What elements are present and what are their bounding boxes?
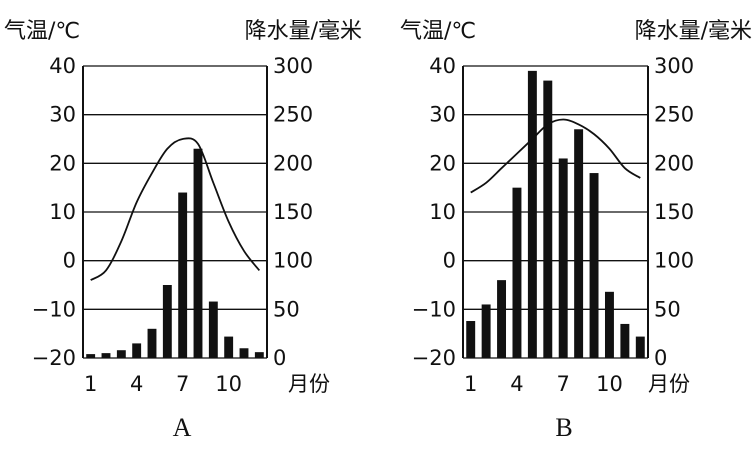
panel-b-precip-tick-label: 250 [654, 103, 694, 127]
panel-a-precip-tick-label: 0 [273, 346, 286, 370]
panel-a-precip-bar [132, 343, 142, 358]
panel-a-temp-tick-label: −10 [32, 297, 76, 321]
panel-a-temp-tick-label: 20 [49, 151, 76, 175]
panel-b-month-tick-label: 7 [557, 372, 570, 396]
panel-b-precip-bar [620, 323, 630, 358]
panel-b: 气温/℃ 降水量/毫米 月份 B 403020100−10−2030025020… [400, 19, 752, 442]
panel-a-precip-bar [224, 336, 234, 358]
panel-a-temp-tick-label: −20 [32, 346, 76, 370]
panel-b-precip-bar [481, 304, 491, 358]
panel-a-precip-bar [162, 285, 172, 358]
panel-b-temperature-line [470, 118, 641, 194]
panel-a-month-tick-label: 1 [84, 372, 97, 396]
panel-a-precip-bar [178, 192, 188, 358]
panel-a-precip-bar [101, 353, 111, 358]
panel-a-month-tick-label: 7 [176, 372, 189, 396]
panel-b-precip-bar [558, 158, 568, 358]
panel-a-temperature-line [90, 137, 261, 281]
panel-b-month-tick-label: 10 [596, 372, 623, 396]
panel-a-temp-tick-label: 10 [49, 200, 76, 224]
panel-b-temp-tick-label: −10 [412, 297, 456, 321]
panel-a-precip-tick-label: 300 [273, 54, 313, 78]
panel-b-left-axis-title: 气温/℃ [400, 19, 476, 44]
panel-a-precip-bar [147, 328, 157, 358]
panel-a-month-unit-label: 月份 [288, 372, 330, 396]
panel-a-precip-tick-label: 250 [273, 103, 313, 127]
panel-b-temp-tick-label: 40 [429, 54, 456, 78]
panel-a: 气温/℃ 降水量/毫米 月份 A 403020100−10−2030025020… [4, 19, 362, 442]
panel-b-month-unit-label: 月份 [648, 372, 690, 396]
panel-a-precip-tick-label: 150 [273, 200, 313, 224]
panel-a-month-tick-label: 4 [130, 372, 143, 396]
panel-b-precip-bar [589, 173, 599, 358]
panel-a-month-tick-label: 10 [215, 372, 242, 396]
panel-b-temp-tick-label: 10 [429, 200, 456, 224]
panel-b-precip-tick-label: 0 [654, 346, 667, 370]
panel-a-precip-tick-label: 100 [273, 249, 313, 273]
panel-b-precip-bar [512, 187, 522, 358]
panel-b-precip-tick-label: 100 [654, 249, 694, 273]
panel-b-temp-tick-label: −20 [412, 346, 456, 370]
panel-a-precip-bar [193, 148, 203, 358]
panel-a-label: A [173, 413, 192, 442]
panel-b-precip-bar [635, 336, 645, 358]
panel-b-precip-bar [574, 129, 584, 358]
panel-b-precip-bar [543, 80, 553, 358]
panel-b-precip-bar [527, 70, 537, 358]
panel-b-precip-tick-label: 300 [654, 54, 694, 78]
panel-b-precip-bar [466, 321, 476, 358]
panel-b-temp-tick-label: 30 [429, 103, 456, 127]
panel-a-precip-bar [116, 350, 126, 358]
panel-b-month-tick-label: 4 [510, 372, 523, 396]
panel-a-precip-tick-label: 200 [273, 151, 313, 175]
panel-b-label: B [555, 413, 572, 442]
panel-b-precip-tick-label: 50 [654, 297, 681, 321]
panel-b-precip-tick-label: 200 [654, 151, 694, 175]
panel-b-temp-tick-label: 0 [443, 249, 456, 273]
panel-a-right-axis-title: 降水量/毫米 [245, 19, 362, 44]
panel-a-precip-tick-label: 50 [273, 297, 300, 321]
panel-b-month-tick-label: 1 [464, 372, 477, 396]
panel-a-precip-bar [86, 354, 96, 358]
panel-b-temp-tick-label: 20 [429, 151, 456, 175]
panel-a-left-axis-title: 气温/℃ [4, 19, 80, 44]
panel-a-temp-tick-label: 0 [63, 249, 76, 273]
panel-a-precip-bar [239, 348, 249, 358]
panel-b-precip-bar [604, 291, 614, 358]
panel-a-temp-tick-label: 30 [49, 103, 76, 127]
panel-b-right-axis-title: 降水量/毫米 [635, 19, 752, 44]
panel-a-temp-tick-label: 40 [49, 54, 76, 78]
panel-b-precip-bar [497, 280, 507, 358]
panel-b-precip-tick-label: 150 [654, 200, 694, 224]
panel-a-precip-bar [254, 352, 264, 358]
panel-a-precip-bar [208, 301, 218, 358]
